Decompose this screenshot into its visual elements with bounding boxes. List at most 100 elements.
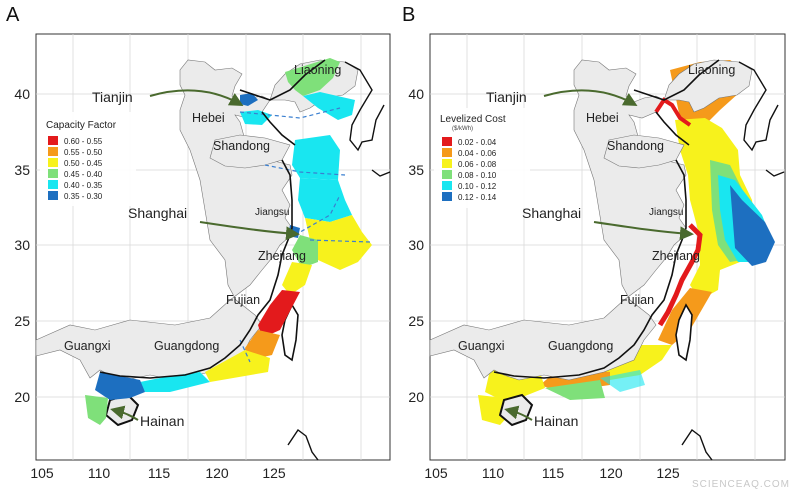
panel-a-xtick-125: 125 bbox=[262, 465, 286, 481]
panel-b-korea bbox=[738, 61, 779, 152]
panel-b-legend-title: Levelized Cost bbox=[440, 114, 506, 125]
panel-b-legend-label-0: 0.02 - 0.04 bbox=[458, 138, 497, 147]
panel-b-xtick-120: 120 bbox=[599, 465, 623, 481]
panel-b-hainan-arrow bbox=[504, 405, 533, 421]
panel-b-ytick-25: 25 bbox=[408, 313, 424, 329]
panel-b-shandong-land bbox=[603, 134, 685, 169]
panel-a-xtick-110: 110 bbox=[88, 465, 111, 481]
panel-a-legend-label-2: 0.50 - 0.45 bbox=[64, 159, 103, 168]
panel-a-label-hainan: Hainan bbox=[140, 413, 184, 429]
panel-a-legend-swatch-5 bbox=[48, 191, 58, 200]
panel-b-label-guangdong: Guangdong bbox=[548, 339, 613, 353]
panel-a-label-zhejiang: Zhejiang bbox=[258, 249, 306, 263]
shandong-land bbox=[209, 134, 291, 169]
panel-a-legend-swatch-0 bbox=[48, 136, 58, 145]
panel-b-label-tianjin: Tianjin bbox=[486, 89, 527, 105]
panel-a-coastline bbox=[99, 59, 326, 379]
panel-a-legend-swatch-2 bbox=[48, 158, 58, 167]
panel-a-shanghai-arrow bbox=[199, 221, 300, 241]
panel-b-liaoning-land bbox=[663, 59, 753, 113]
panel-b-label-zhejiang: Zhejiang bbox=[652, 249, 700, 263]
panel-a-ytick-20: 20 bbox=[14, 389, 30, 405]
panel-a-legend-title: Capacity Factor bbox=[46, 120, 117, 131]
panel-b-label-hainan: Hainan bbox=[534, 413, 578, 429]
panel-b-legend-swatch-3 bbox=[442, 170, 452, 179]
panel-a-ytick-35: 35 bbox=[14, 162, 30, 178]
panel-b-japan-edge bbox=[765, 169, 785, 177]
panel-b-label-liaoning: Liaoning bbox=[688, 63, 735, 77]
panel-b-ytick-40: 40 bbox=[408, 86, 424, 102]
panel-a-philippines bbox=[287, 428, 319, 461]
panel-b-legend-swatch-2 bbox=[442, 159, 452, 168]
panel-a-legend: Capacity Factor 0.60 - 0.55 0.55 - 0.50 … bbox=[40, 112, 136, 206]
panel-b-legend-label-2: 0.06 - 0.08 bbox=[458, 160, 497, 169]
panel-a-tianjin-arrow bbox=[149, 89, 244, 106]
panel-a-dashed-lines bbox=[239, 107, 371, 363]
watermark: SCIENCEAQ.COM bbox=[691, 479, 790, 490]
panel-b-xtick-115: 115 bbox=[542, 465, 565, 481]
panel-b-shanghai-arrow bbox=[593, 221, 694, 241]
panel-b-legend-swatch-0 bbox=[442, 137, 452, 146]
panel-b-label-shanghai: Shanghai bbox=[522, 205, 581, 221]
panel-a-label-fujian: Fujian bbox=[226, 293, 260, 307]
panel-a-legend-label-0: 0.60 - 0.55 bbox=[64, 137, 103, 146]
panel-a-legend-label-5: 0.35 - 0.30 bbox=[64, 192, 103, 201]
panel-a-legend-label-3: 0.45 - 0.40 bbox=[64, 170, 103, 179]
panel-b-philippines bbox=[681, 428, 713, 461]
taiwan-island bbox=[281, 303, 299, 362]
panel-a-label-guangdong: Guangdong bbox=[154, 339, 219, 353]
panel-a-japan-edge bbox=[371, 169, 391, 177]
panel-a-xtick-115: 115 bbox=[148, 465, 171, 481]
panel-b-legend-subtitle: ($/kWh) bbox=[452, 126, 473, 132]
panel-b-xtick-125: 125 bbox=[656, 465, 680, 481]
panel-b-label-fujian: Fujian bbox=[620, 293, 654, 307]
panel-b-coastline bbox=[493, 59, 720, 379]
panel-b-xtick-105: 105 bbox=[424, 465, 448, 481]
panel-a-xtick-105: 105 bbox=[30, 465, 54, 481]
panel-b-legend-swatch-5 bbox=[442, 192, 452, 201]
panel-b-letter: B bbox=[402, 4, 416, 26]
panel-b-label-jiangsu: Jiangsu bbox=[649, 207, 683, 218]
panel-a-xtick-120: 120 bbox=[205, 465, 229, 481]
panel-b-taiwan-island bbox=[675, 303, 693, 362]
panel-a-hainan-arrow bbox=[110, 405, 139, 421]
panel-b-tianjin-arrow bbox=[543, 89, 638, 106]
panel-b-legend-label-3: 0.08 - 0.10 bbox=[458, 171, 497, 180]
panel-a-ytick-25: 25 bbox=[14, 313, 30, 329]
panel-a-legend-label-4: 0.40 - 0.35 bbox=[64, 181, 103, 190]
panel-b-map: 105 110 115 120 125 40 35 30 25 20 Liaon… bbox=[408, 33, 786, 481]
panel-a-korea bbox=[344, 61, 385, 152]
panel-a-ytick-30: 30 bbox=[14, 237, 30, 253]
panel-a-label-liaoning: Liaoning bbox=[294, 63, 341, 77]
panel-b-ytick-35: 35 bbox=[408, 162, 424, 178]
panel-b-legend-swatch-1 bbox=[442, 148, 452, 157]
panel-a-letter: A bbox=[6, 4, 20, 26]
panel-a-label-hebei: Hebei bbox=[192, 111, 225, 125]
panel-a-label-shandong: Shandong bbox=[213, 139, 270, 153]
panel-b-xtick-110: 110 bbox=[482, 465, 505, 481]
panel-b-legend-label-1: 0.04 - 0.06 bbox=[458, 149, 497, 158]
panel-b-ytick-30: 30 bbox=[408, 237, 424, 253]
panel-b-label-hebei: Hebei bbox=[586, 111, 619, 125]
panel-b-legend-swatch-4 bbox=[442, 181, 452, 190]
panel-a-wind-zones bbox=[85, 58, 372, 425]
panel-a-label-tianjin: Tianjin bbox=[92, 89, 133, 105]
panel-a-legend-swatch-1 bbox=[48, 147, 58, 156]
panel-b-legend: Levelized Cost ($/kWh) 0.02 - 0.04 0.04 … bbox=[434, 108, 530, 208]
panel-a-map: 105 110 115 120 125 40 35 30 25 20 Liaon… bbox=[14, 33, 391, 481]
panel-a-label-guangxi: Guangxi bbox=[64, 339, 111, 353]
panel-a-legend-swatch-4 bbox=[48, 180, 58, 189]
panel-b-legend-label-5: 0.12 - 0.14 bbox=[458, 193, 497, 202]
panel-b-label-guangxi: Guangxi bbox=[458, 339, 505, 353]
panel-b-label-shandong: Shandong bbox=[607, 139, 664, 153]
panel-b-bohai-coast-red bbox=[654, 97, 692, 127]
panel-b-legend-label-4: 0.10 - 0.12 bbox=[458, 182, 497, 191]
panel-a-label-shanghai: Shanghai bbox=[128, 205, 187, 221]
panel-a-label-jiangsu: Jiangsu bbox=[255, 207, 289, 218]
panel-a-ytick-40: 40 bbox=[14, 86, 30, 102]
panel-a-legend-swatch-3 bbox=[48, 169, 58, 178]
panel-b-east-coast-red bbox=[657, 223, 703, 327]
panel-a-legend-label-1: 0.55 - 0.50 bbox=[64, 148, 103, 157]
panel-b-ytick-20: 20 bbox=[408, 389, 424, 405]
